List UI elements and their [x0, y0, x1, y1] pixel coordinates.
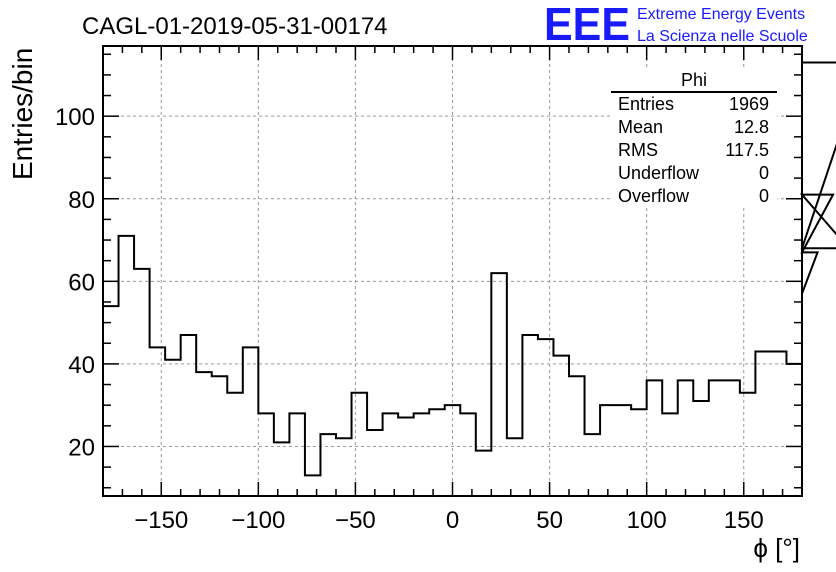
- tick-labels: −150 −100 −50 0 50 100 150 20 40 60 80 100: [55, 104, 764, 534]
- x-tick-label: −100: [231, 507, 285, 534]
- histogram-outline: [103, 61, 836, 477]
- x-tick-label: 100: [627, 507, 667, 534]
- y-tick-label: 80: [68, 187, 95, 214]
- stats-box: Phi Entries 1969 Mean 12.8 RMS 117.5 Und…: [611, 70, 777, 206]
- y-tick-label: 60: [68, 269, 95, 296]
- logo-line-2: La Scienza nelle Scuole: [637, 28, 808, 45]
- logo-mark: EEE: [544, 0, 630, 50]
- x-tick-label: −150: [134, 507, 188, 534]
- stats-box-title: Phi: [681, 70, 707, 90]
- axis-ticks: [102, 46, 803, 496]
- y-axis-label: Entries/bin: [7, 48, 38, 180]
- x-tick-label: 150: [724, 507, 764, 534]
- chart-title: CAGL-01-2019-05-31-00174: [82, 13, 388, 40]
- y-tick-label: 20: [68, 434, 95, 461]
- x-axis-label: ϕ [°]: [753, 533, 800, 563]
- stats-label-rms: RMS: [618, 140, 658, 160]
- stats-value-rms: 117.5: [725, 140, 769, 160]
- stats-label-overflow: Overflow: [618, 186, 690, 206]
- y-tick-label: 40: [68, 352, 95, 379]
- stats-value-overflow: 0: [759, 186, 769, 206]
- stats-value-entries: 1969: [729, 94, 769, 114]
- logo-line-1: Extreme Energy Events: [637, 6, 805, 23]
- stats-label-entries: Entries: [618, 94, 674, 114]
- x-tick-label: 50: [536, 507, 563, 534]
- logo: EEE Extreme Energy Events La Scienza nel…: [544, 0, 808, 50]
- x-tick-label: 0: [446, 507, 459, 534]
- y-tick-label: 100: [55, 104, 95, 131]
- stats-value-underflow: 0: [759, 163, 769, 183]
- stats-label-underflow: Underflow: [618, 163, 700, 183]
- stats-value-mean: 12.8: [734, 117, 769, 137]
- x-tick-label: −50: [335, 507, 376, 534]
- stats-label-mean: Mean: [618, 117, 663, 137]
